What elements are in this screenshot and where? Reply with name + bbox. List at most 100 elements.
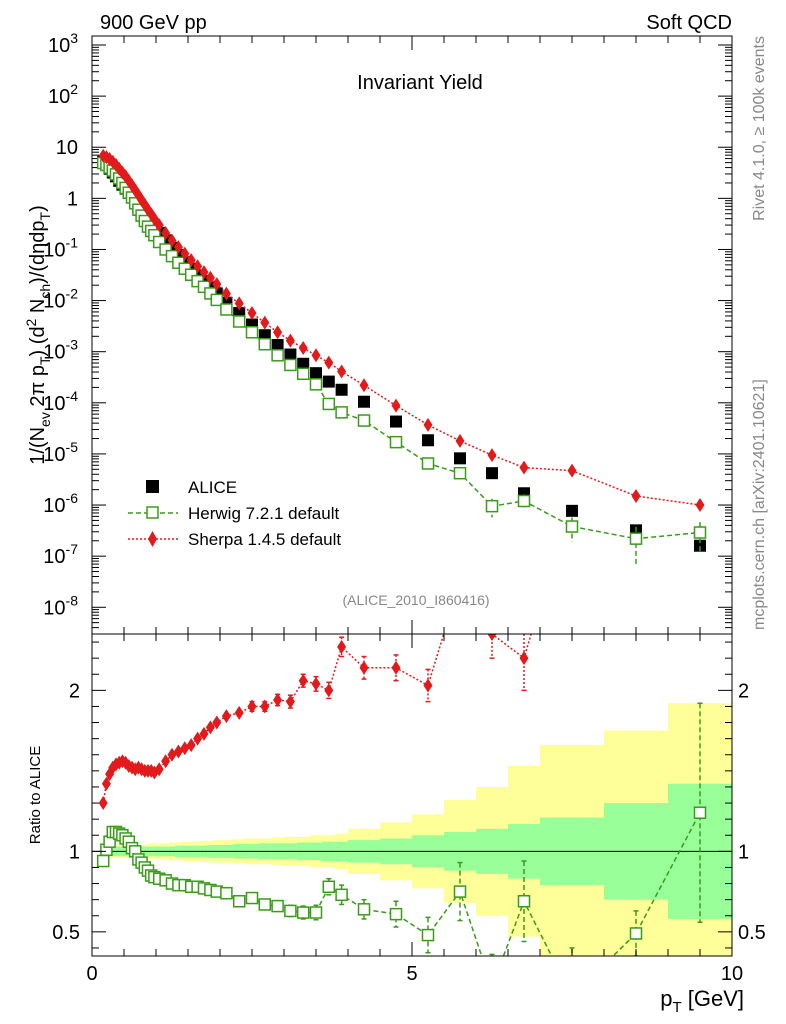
legend-marker-alice [146, 480, 159, 493]
herwig-data-point [309, 378, 323, 391]
sherpa-ratio-point [186, 738, 196, 753]
y-tick-label-base: 10 [43, 495, 65, 517]
sherpa-ratio-point [193, 731, 203, 746]
sherpa-data-point [359, 378, 369, 393]
sherpa-ratio-point [98, 796, 108, 811]
sherpa-data-point [205, 270, 215, 285]
main-plot-ticks [91, 36, 733, 635]
legend-entry-alice: ALICE [146, 478, 237, 497]
sherpa-ratio-point [221, 709, 231, 724]
ratio-series [96, 634, 707, 1002]
y-tick-label: 10-2 [43, 286, 78, 313]
y-tick-label-exponent: -1 [66, 234, 79, 250]
sherpa-data-point [455, 433, 465, 448]
main-plot-series [96, 148, 707, 566]
y-tick-label: 10-7 [43, 541, 78, 568]
herwig-ratio-point [567, 991, 578, 1002]
sherpa-ratio-point [199, 726, 209, 741]
herwig-data-point [296, 367, 310, 381]
alice-data-point [335, 383, 348, 396]
ratio-y-tick-label: 0.5 [52, 922, 80, 944]
sherpa-ratio-point [487, 634, 497, 641]
y-tick-label: 10-4 [43, 388, 78, 415]
herwig-ratio-point [296, 906, 310, 919]
y-tick-label-exponent: -4 [66, 388, 79, 404]
sherpa-data-point [567, 463, 577, 478]
herwig-ratio-point [453, 885, 467, 898]
sherpa-data-point [311, 348, 321, 363]
y-tick-label-exponent: -6 [66, 490, 79, 506]
herwig-ratio-point [629, 927, 643, 940]
y-tick-label: 10-6 [43, 490, 78, 517]
herwig-data-point [284, 358, 297, 372]
herwig-data-point [220, 303, 233, 316]
herwig-data-point [629, 532, 643, 545]
ratio-y-tick-label: 1 [69, 841, 80, 863]
alice-data-point [284, 348, 297, 361]
alice-data-point [566, 504, 578, 517]
herwig-ratio-point [96, 854, 110, 868]
herwig-ratio-point [421, 928, 435, 942]
sherpa-data-point [247, 306, 257, 321]
herwig-ratio-point [309, 906, 323, 919]
sherpa-ratio-point [205, 720, 215, 735]
herwig-ratio-point [245, 891, 259, 905]
alice-data-point [694, 539, 706, 552]
sherpa-ratio-point [298, 673, 308, 688]
herwig-data-point [322, 397, 336, 411]
herwig-ratio-point [322, 880, 336, 894]
sherpa-data-point [186, 253, 196, 268]
sherpa-data-point [180, 246, 190, 261]
ratio-y-tick-label-right: 2 [738, 680, 749, 702]
herwig-data-point [517, 494, 531, 508]
y-tick-label-base: 10 [48, 86, 70, 108]
ratio-y-tick-label: 2 [69, 680, 80, 702]
sherpa-data-point [298, 341, 308, 356]
herwig-ratio-point [220, 886, 233, 900]
sherpa-data-point [212, 277, 222, 292]
legend-label-alice: ALICE [188, 478, 237, 497]
legend: ALICE Herwig 7.2.1 default Sherpa 1.4.5 … [128, 478, 341, 549]
y-tick-label: 10-8 [43, 592, 78, 619]
sherpa-ratio-line [102, 634, 532, 804]
herwig-data-point [485, 499, 499, 513]
sherpa-ratio-point [519, 651, 529, 666]
ratio-plot-panel: 0.5 0.5 1 1 2 2 0 5 10 Ratio to ALICE pT [GeV] [27, 633, 766, 1016]
sherpa-ratio-point [121, 755, 131, 770]
sherpa-ratio-point [391, 660, 401, 675]
plot-title: Invariant Yield [357, 72, 483, 94]
sherpa-data-point [487, 448, 497, 463]
herwig-ratio-point [232, 895, 246, 908]
alice-data-point [310, 367, 322, 380]
sherpa-ratio-point [324, 683, 334, 698]
ratio-y-tick-label-right: 0.5 [738, 922, 766, 944]
ratio-y-tick-label-right: 1 [738, 841, 749, 863]
legend-marker-herwig [146, 506, 159, 519]
sherpa-ratio-point [212, 715, 222, 730]
y-tick-label-base: 10 [43, 239, 65, 261]
main-plot-y-tick-labels: 10-810-710-610-510-410-310-210-111010210… [43, 30, 78, 619]
sherpa-data-point [423, 417, 433, 432]
herwig-ratio-point [335, 888, 348, 902]
herwig-ratio-point [693, 806, 707, 819]
sherpa-data-point [260, 315, 270, 330]
sherpa-ratio-point [273, 693, 283, 708]
herwig-ratio-point [487, 981, 498, 992]
sherpa-ratio-point [234, 705, 244, 720]
herwig-data-point [421, 457, 435, 470]
header-right: Soft QCD [646, 12, 732, 34]
legend-label-sherpa: Sherpa 1.4.5 default [188, 530, 341, 549]
sherpa-line [102, 155, 701, 506]
herwig-ratio-point [357, 903, 371, 916]
alice-data-point [322, 375, 335, 388]
sherpa-data-point [167, 233, 177, 248]
y-tick-label-exponent: -2 [66, 286, 79, 302]
sherpa-data-point [337, 364, 347, 379]
herwig-data-point [232, 315, 246, 328]
x-tick-label: 10 [721, 963, 743, 985]
ratio-plot-ticks [91, 634, 733, 956]
y-tick-label-exponent: -5 [66, 439, 79, 455]
herwig-data-point [453, 466, 467, 480]
y-tick-label: 10-1 [43, 234, 78, 261]
